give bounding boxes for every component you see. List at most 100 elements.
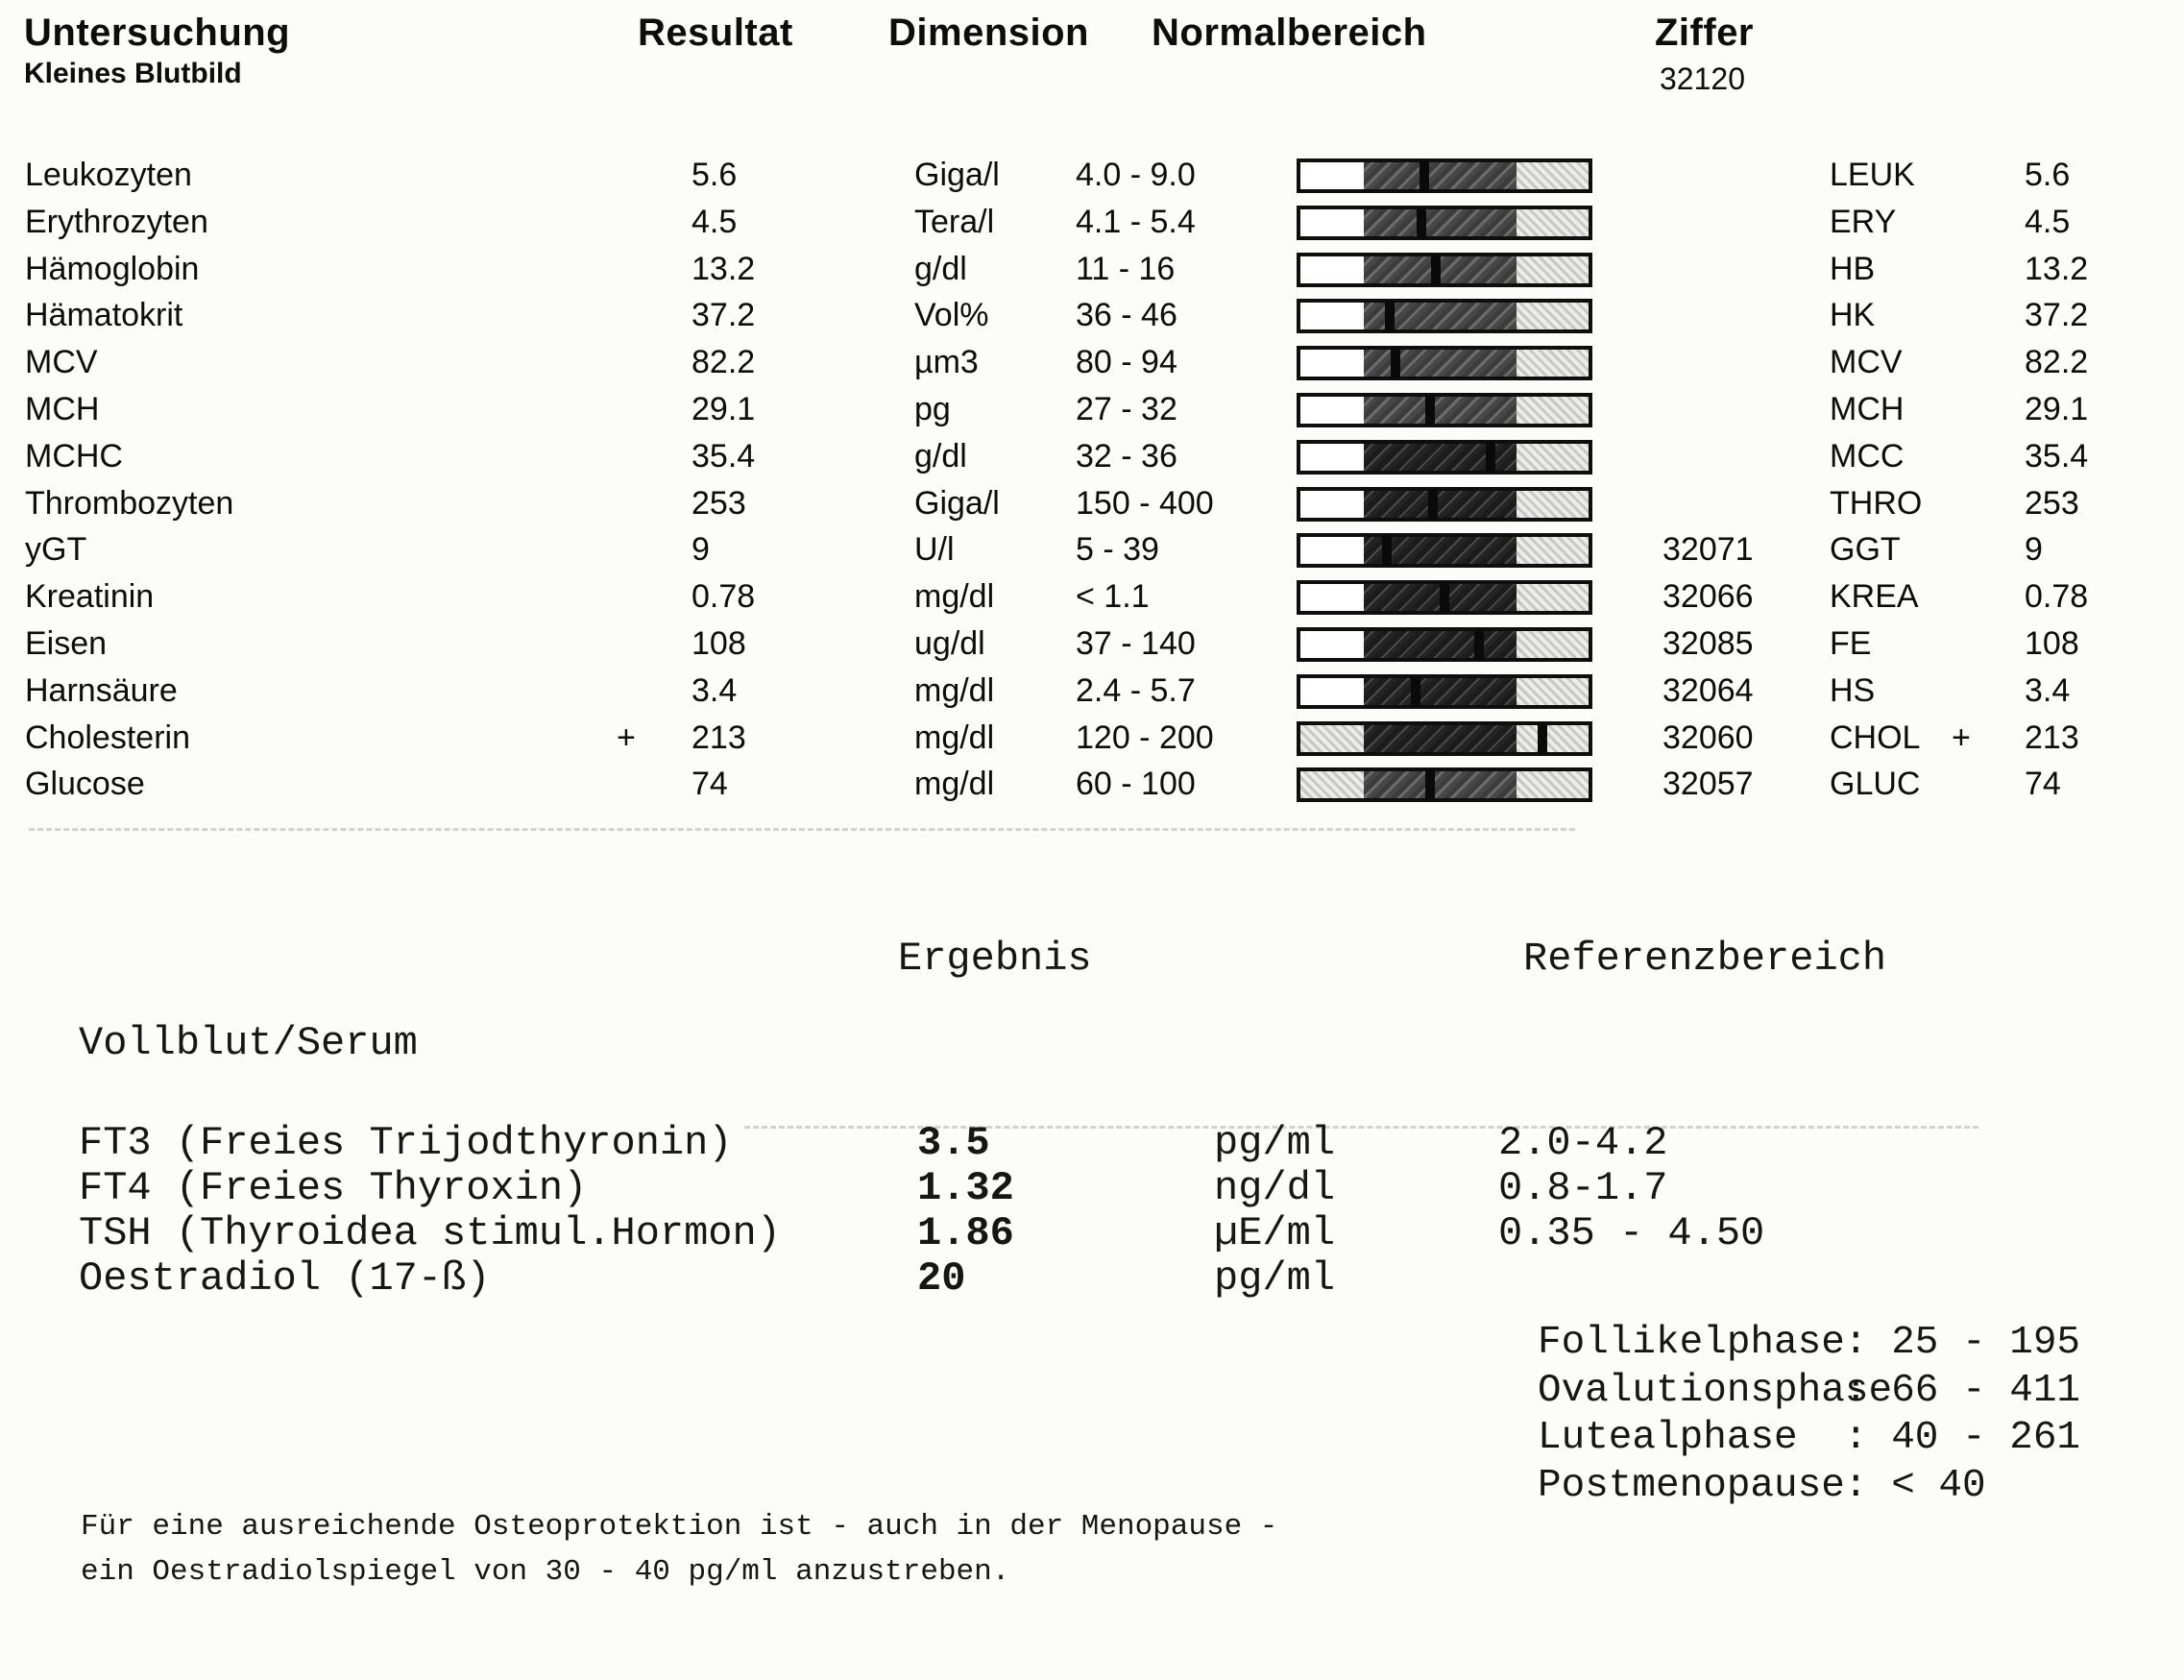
phase-row: Follikelphase: 25 - 195 <box>0 1320 2184 1366</box>
normal-range: 27 - 32 <box>1076 391 1177 427</box>
normal-range: 36 - 46 <box>1076 297 1177 334</box>
result-marker <box>1486 441 1495 473</box>
short-code-value: 253 <box>2025 484 2079 522</box>
parameter-name: MCH <box>25 391 100 427</box>
range-bar-high-zone <box>1517 771 1589 799</box>
phase-reference-range: : < 40 <box>1844 1463 1986 1508</box>
ziffer-code: 32064 <box>1662 671 1754 709</box>
result-marker <box>1474 629 1484 660</box>
short-code-value: 13.2 <box>2025 250 2089 287</box>
table-row: MCHC 35.4 g/dl 32 - 36 MCC 35.4 <box>0 433 2184 480</box>
result-value: 3.4 <box>692 671 738 709</box>
normal-range: 4.0 - 9.0 <box>1076 157 1196 193</box>
dimension-unit: µE/ml <box>1214 1210 1336 1256</box>
table-row: MCH 29.1 pg 27 - 32 MCH 29.1 <box>0 386 2184 433</box>
normal-range: 120 - 200 <box>1076 718 1214 756</box>
column-header-untersuchung: Untersuchung <box>24 12 291 54</box>
dimension-unit: U/l <box>914 531 955 569</box>
range-bar-low-zone <box>1300 350 1364 377</box>
ziffer-code: 32057 <box>1662 766 1754 803</box>
result-marker <box>1417 207 1426 238</box>
range-bar-high-zone <box>1517 397 1589 424</box>
short-code-value: 74 <box>2025 766 2061 803</box>
reference-range: 0.35 - 4.50 <box>1498 1210 1765 1256</box>
result-marker <box>1385 301 1395 332</box>
table-row: Glucose 74 mg/dl 60 - 100 32057 GLUC 74 <box>0 761 2184 808</box>
table-row: FT3 (Freies Trijodthyronin) 3.5 pg/ml 2.0-4… <box>0 1121 2184 1166</box>
result-value: 108 <box>692 625 746 662</box>
range-bar <box>1297 533 1592 569</box>
result-marker <box>1425 769 1435 801</box>
short-code: HK <box>1830 297 1876 334</box>
short-code-value: 35.4 <box>2025 437 2089 475</box>
range-bar <box>1297 252 1592 287</box>
short-code-value: 37.2 <box>2025 297 2089 334</box>
range-bar-normal-zone <box>1364 631 1517 658</box>
footer-note-line2: ein Oestradiolspiegel von 30 - 40 pg/ml … <box>81 1555 1010 1589</box>
column-header-normalbereich: Normalbereich <box>1152 12 1427 54</box>
table-row: Oestradiol (17-ß) 20 pg/ml <box>0 1256 2184 1302</box>
parameter-name: Erythrozyten <box>25 203 208 240</box>
scan-artifact-line <box>744 1126 1978 1129</box>
table-row: Erythrozyten 4.5 Tera/l 4.1 - 5.4 ERY 4.5 <box>0 199 2184 246</box>
normal-range: 5 - 39 <box>1076 531 1159 569</box>
range-bar-low-zone <box>1300 397 1364 424</box>
dimension-unit: µm3 <box>914 344 979 381</box>
result-value: 0.78 <box>692 578 756 616</box>
parameter-name: FT3 (Freies Trijodthyronin) <box>79 1120 733 1166</box>
short-code: HB <box>1830 250 1876 287</box>
parameter-name: MCHC <box>25 437 123 475</box>
parameter-name: Eisen <box>25 625 108 662</box>
range-bar-normal-zone <box>1364 208 1517 236</box>
result-value: 253 <box>692 484 746 522</box>
dimension-unit: ug/dl <box>914 625 985 662</box>
normal-range: 32 - 36 <box>1076 437 1177 475</box>
normal-range: 4.1 - 5.4 <box>1076 203 1196 240</box>
phase-row: Lutealphase: 40 - 261 <box>0 1415 2184 1461</box>
reference-range: 2.0-4.2 <box>1498 1120 1668 1166</box>
group-label-vollblut-serum: Vollblut/Serum <box>79 1020 418 1066</box>
short-code-value: 4.5 <box>2025 203 2071 240</box>
dimension-unit: ng/dl <box>1214 1165 1336 1211</box>
range-bar <box>1297 346 1592 381</box>
range-bar-low-zone <box>1300 537 1364 565</box>
result-value: 37.2 <box>692 297 756 334</box>
short-code-value: 29.1 <box>2025 391 2089 427</box>
result-value: 82.2 <box>692 344 756 381</box>
range-bar-low-zone <box>1300 490 1364 518</box>
range-bar <box>1297 299 1592 334</box>
footer-note-line1: Für eine ausreichende Osteoprotektion is… <box>81 1510 1278 1544</box>
range-bar <box>1297 393 1592 427</box>
table-row: Harnsäure 3.4 mg/dl 2.4 - 5.7 32064 HS 3.4 <box>0 668 2184 715</box>
result-marker <box>1538 722 1547 754</box>
short-code: HS <box>1830 671 1876 709</box>
dimension-unit: mg/dl <box>914 766 995 803</box>
range-bar-high-zone <box>1517 443 1589 471</box>
parameter-name: Oestradiol (17-ß) <box>79 1255 491 1302</box>
short-code: CHOL <box>1830 718 1921 756</box>
normal-range: 150 - 400 <box>1076 484 1214 522</box>
ziffer-header-value: 32120 <box>1660 61 1745 96</box>
table-row: Kreatinin 0.78 mg/dl < 1.1 32066 KREA 0.78 <box>0 573 2184 621</box>
range-bar-high-zone <box>1517 677 1589 705</box>
range-bar-high-zone <box>1517 162 1589 189</box>
parameter-name: Thrombozyten <box>25 484 234 522</box>
dimension-unit: Giga/l <box>914 157 1000 193</box>
parameter-name: TSH (Thyroidea stimul.Hormon) <box>79 1210 781 1256</box>
range-bar-low-zone <box>1300 303 1364 330</box>
range-bar-normal-zone <box>1364 350 1517 377</box>
result-value: 20 <box>917 1255 966 1302</box>
range-bar <box>1297 439 1592 475</box>
ziffer-code: 32066 <box>1662 578 1754 616</box>
normal-range: 80 - 94 <box>1076 344 1177 381</box>
column-header-referenzbereich: Referenzbereich <box>1523 936 1887 982</box>
parameter-name: yGT <box>25 531 87 569</box>
result-value: 9 <box>692 531 710 569</box>
range-bar <box>1297 486 1592 522</box>
short-code-flag: + <box>1952 718 1971 756</box>
short-code-value: 5.6 <box>2025 157 2071 193</box>
ziffer-code: 32060 <box>1662 718 1754 756</box>
phase-reference-range: : 66 - 411 <box>1844 1368 2081 1413</box>
result-value: 213 <box>692 718 746 756</box>
table-row: Thrombozyten 253 Giga/l 150 - 400 THRO 253 <box>0 480 2184 527</box>
